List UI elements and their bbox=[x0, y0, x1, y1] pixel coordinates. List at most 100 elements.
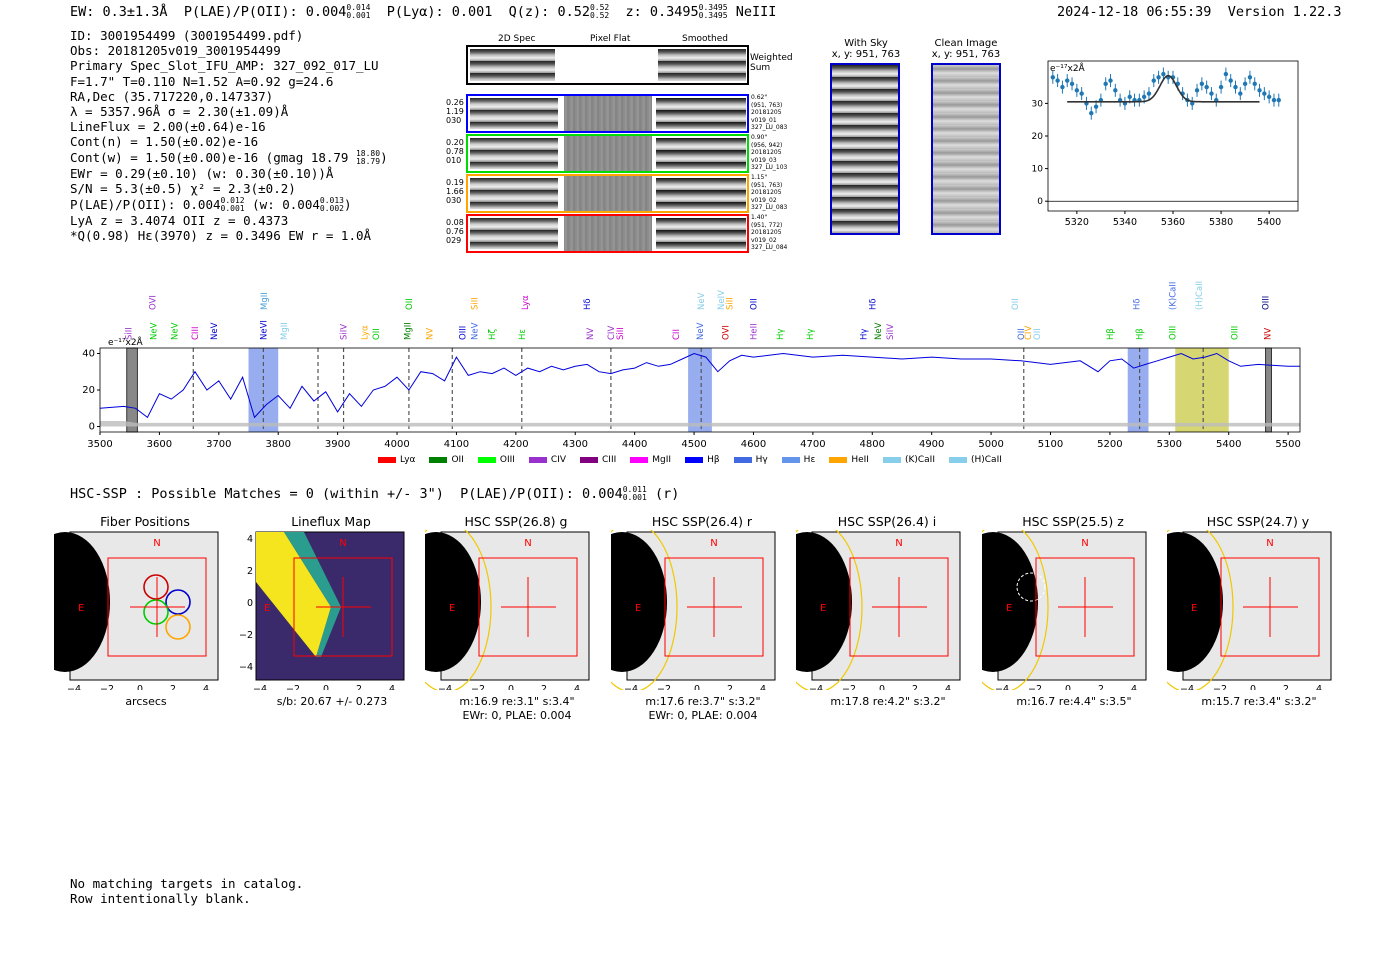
hsc-xtick-label: 2 bbox=[1283, 684, 1289, 690]
zoom-unit-label: e⁻¹⁷x2Å bbox=[1050, 62, 1086, 74]
legend-label: (H)CaII bbox=[970, 455, 1002, 465]
cutout-row-frame bbox=[466, 214, 749, 253]
spectrum-line-label: HeII bbox=[749, 323, 759, 340]
cutout-row-frame bbox=[466, 94, 749, 133]
zoom-data-point bbox=[1233, 84, 1238, 90]
hsc-xtick-label: −2 bbox=[1028, 684, 1042, 690]
legend-swatch bbox=[580, 456, 599, 463]
hsc-bright-source bbox=[982, 532, 1038, 672]
spectrum-line-label: NeV bbox=[696, 322, 706, 340]
zoom-xtick-label: 5320 bbox=[1065, 217, 1089, 228]
spectrum-line-label: NeV bbox=[149, 322, 159, 340]
hsc-panel-title: HSC SSP(26.4) r bbox=[651, 514, 753, 529]
hsc-ytick-label: −2 bbox=[240, 630, 253, 641]
spectrum-ytick-label: 0 bbox=[89, 422, 95, 433]
header-plae-hi: 0.014 bbox=[346, 3, 371, 12]
hsc-z-neighbor-circle bbox=[1016, 572, 1046, 602]
hsc-xtick-label: 4 bbox=[1131, 684, 1137, 690]
spectrum-line-label: Hζ bbox=[488, 329, 498, 340]
hsc-north-label: N bbox=[1266, 538, 1273, 549]
cutout-pixelflat bbox=[564, 176, 652, 211]
cutout-row-left-value: 0.19 bbox=[446, 178, 464, 187]
zoom-data-point bbox=[1093, 104, 1099, 109]
info-lineflux: LineFlux = 2.00(±0.64)e-16 bbox=[70, 119, 266, 135]
cutout-row-right-value: 1.15" bbox=[751, 174, 768, 181]
hsc-plae-lo: 0.001 bbox=[622, 493, 647, 502]
hsc-xtick-label: 0 bbox=[1250, 684, 1256, 690]
spectrum-shaded-band bbox=[1127, 348, 1149, 432]
zoom-data-point bbox=[1069, 81, 1075, 87]
hsc-xtick-label: −2 bbox=[842, 684, 856, 690]
hsc-xtick-label: −4 bbox=[809, 684, 823, 690]
hsc-xtick-label: 4 bbox=[760, 684, 766, 690]
header-qz-lo: 0.52 bbox=[589, 11, 610, 20]
clean-image-header: Clean Image x, y: 951, 763 bbox=[930, 38, 1002, 60]
legend-swatch bbox=[477, 456, 496, 463]
hsc-east-label: E bbox=[264, 603, 270, 614]
zoom-data-point bbox=[1223, 71, 1229, 77]
hsc-panel-title: HSC SSP(24.7) y bbox=[1206, 514, 1310, 529]
header-z-hi: 0.3495 bbox=[698, 3, 728, 12]
hsc-xtick-label: −4 bbox=[995, 684, 1009, 690]
hsc-summary: HSC-SSP : Possible Matches = 0 (within +… bbox=[70, 486, 679, 503]
spectrum-line-label: NeVI bbox=[259, 320, 269, 340]
hsc-ytick-label: 4 bbox=[803, 534, 809, 545]
col-label-2dspec: 2D Spec bbox=[498, 34, 536, 44]
spectrum-line-label: NeV bbox=[470, 322, 480, 340]
header-z: z: 0.3495 bbox=[625, 4, 699, 20]
spectrum-line-label: NV bbox=[426, 328, 436, 340]
cutout-row-right-labels: 1.15" (951, 763) 20181205 v019_02 327_LU_083 bbox=[751, 174, 787, 212]
zoom-data-point bbox=[1194, 88, 1200, 93]
spectrum-line-label: OIII bbox=[1231, 326, 1241, 340]
zoom-data-point bbox=[1218, 84, 1224, 90]
info-lambda: λ = 5357.96Å σ = 2.30(±1.09)Å bbox=[70, 104, 289, 120]
cutout-row-frame bbox=[466, 134, 749, 173]
legend-label: CIII bbox=[602, 455, 617, 465]
cutout-row-right-value: 20181205 bbox=[751, 229, 782, 236]
spectrum-hatched-band bbox=[1265, 347, 1272, 433]
hsc-ytick-label: 0 bbox=[618, 598, 624, 609]
spectrum-line-label: OII bbox=[1017, 328, 1027, 340]
hsc-panel-caption: arcsecs bbox=[125, 695, 167, 708]
info-obs: Obs: 20181205v019_3001954499 bbox=[70, 43, 281, 59]
fiber-circle bbox=[165, 589, 191, 615]
spectrum-line-label: NeV bbox=[210, 322, 220, 340]
hsc-ytick-label: −2 bbox=[54, 630, 67, 641]
cutout-row-left-labels: 0.20 0.78 010 bbox=[446, 138, 464, 165]
spectrum-line-label: SiII bbox=[470, 297, 480, 310]
legend-label: Lyα bbox=[400, 455, 416, 465]
info-contw-lo: 18.79 bbox=[355, 157, 381, 167]
info-radec: RA,Dec (35.717220,0.147337) bbox=[70, 88, 274, 104]
zoom-data-point bbox=[1113, 88, 1118, 93]
zoom-ytick-label: 10 bbox=[1032, 165, 1044, 175]
hsc-panel-image: N E −4 4 −2 2 0 0 2 −2 4 −4 bbox=[1167, 530, 1332, 690]
cutout-row-right-value: v019_02 bbox=[751, 236, 777, 244]
zoom-data-point bbox=[1074, 88, 1080, 93]
zoom-xtick-label: 5360 bbox=[1161, 217, 1185, 228]
zoom-data-point bbox=[1266, 94, 1272, 100]
hsc-ytick-label: 2 bbox=[247, 566, 253, 577]
spectrum-noise-band bbox=[100, 421, 1300, 427]
spectrum-xtick-label: 4700 bbox=[800, 439, 825, 450]
weighted-sum-label-2: Sum bbox=[750, 63, 771, 73]
spectrum-line-label: OII bbox=[749, 298, 759, 310]
hsc-xtick-label: 4 bbox=[945, 684, 951, 690]
spectrum-line-label: OVI bbox=[722, 325, 732, 340]
hsc-north-label: N bbox=[1081, 538, 1088, 549]
hsc-panel-title: HSC SSP(25.5) z bbox=[1022, 514, 1124, 529]
zoom-data-point bbox=[1141, 94, 1147, 100]
header-ew: EW: 0.3±1.3Å bbox=[70, 4, 168, 20]
hsc-xtick-label: 0 bbox=[508, 684, 514, 690]
legend-item: (K)CaII bbox=[882, 455, 935, 465]
info-plae: P(LAE)/P(OII): 0.0040.012 0.001 (w: 0.004… bbox=[70, 196, 352, 214]
legend-label: CIV bbox=[550, 455, 567, 465]
spectrum-line-label: Hε bbox=[518, 329, 528, 340]
zoom-fit-curve bbox=[1067, 74, 1260, 103]
spectrum-xtick-label: 3800 bbox=[265, 439, 290, 450]
spectrum-line-label: Hδ bbox=[583, 298, 593, 310]
full-spectrum-chart: e⁻¹⁷x2Å 0 20 40 3500 3600 3700 3800 3900 4000 4100… bbox=[82, 281, 1301, 450]
hsc-panel-image: N E −4 4 −2 2 0 0 2 −2 4 −4 bbox=[982, 530, 1147, 690]
cutout-row-right-value: (951, 772) bbox=[751, 221, 783, 229]
hsc-north-label: N bbox=[524, 538, 531, 549]
zoom-ytick-label: 30 bbox=[1032, 99, 1044, 109]
